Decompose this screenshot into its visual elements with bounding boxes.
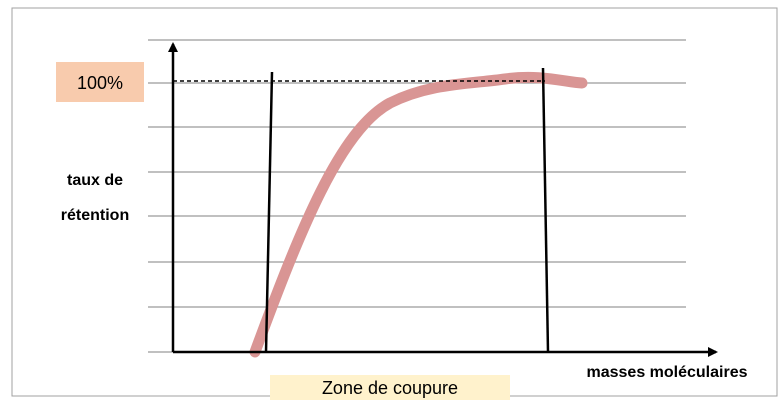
zone-box	[270, 375, 510, 400]
y-axis-label: taux de	[67, 172, 123, 189]
grid	[148, 39, 686, 353]
cutoff-line-left	[264, 71, 274, 353]
x-axis-label: masses moléculaires	[587, 364, 748, 381]
level-label: 100%	[77, 73, 123, 93]
cutoff-line-right	[541, 67, 550, 353]
level-box	[56, 62, 144, 102]
zone-label: Zone de coupure	[322, 378, 458, 398]
retention-curve	[249, 71, 588, 358]
y-axis-label: rétention	[61, 207, 129, 224]
